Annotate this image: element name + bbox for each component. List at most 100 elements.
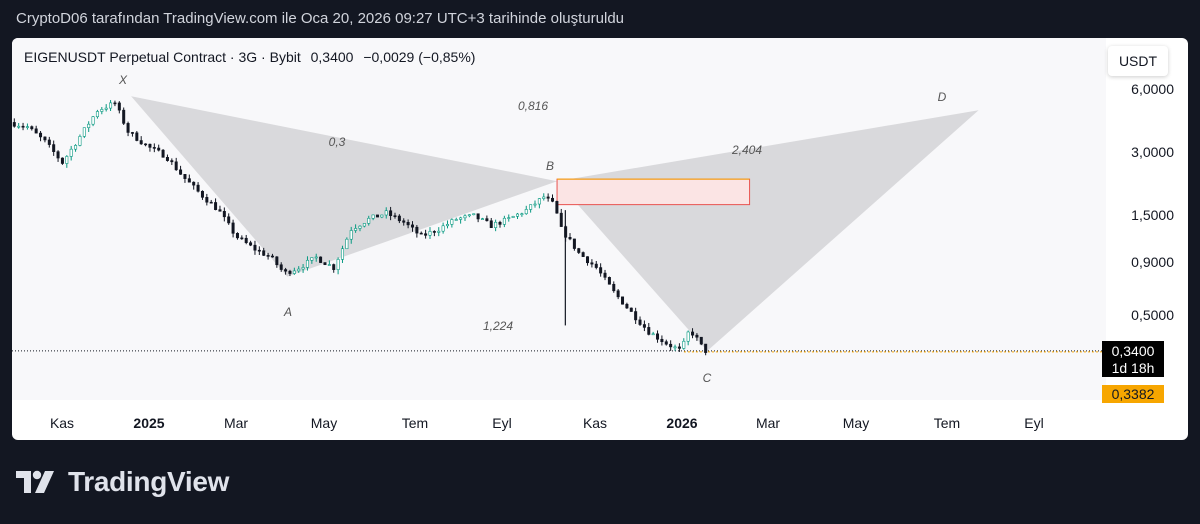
candle-up [69, 148, 73, 157]
y-tick-0-9: 0,9000 [1131, 254, 1174, 270]
candle-up [340, 248, 344, 260]
candle-up [367, 217, 371, 224]
last-price-badge: 0,3400 1d 18h [1102, 341, 1164, 377]
candle-down [415, 226, 419, 234]
candle-down [157, 147, 161, 151]
candle-up [502, 217, 506, 225]
candle-down [266, 255, 270, 257]
candle-down [60, 157, 64, 164]
candle-down [406, 221, 410, 226]
x-tick-mar-2026: Mar [755, 415, 781, 431]
candle-up [17, 125, 21, 128]
candle-down [621, 296, 625, 305]
candle-down [612, 283, 616, 292]
candle-down [139, 140, 143, 145]
candle-up [354, 228, 358, 231]
candle-up [25, 126, 29, 128]
symbol-legend: EIGENUSDT Perpetual Contract · 3G · Bybi… [24, 49, 475, 65]
candle-up [384, 210, 388, 216]
candle-down [551, 197, 555, 202]
candle-down [227, 216, 231, 224]
candle-down [695, 334, 699, 338]
candle-up [82, 127, 86, 137]
candle-down [419, 232, 423, 235]
candle-up [463, 215, 467, 219]
chart-panel: EIGENUSDT Perpetual Contract · 3G · Bybi… [12, 38, 1188, 440]
candle-down [402, 220, 406, 223]
candle-down [249, 242, 253, 246]
snapshot-caption: CryptoD06 tarafından TradingView.com ile… [16, 10, 624, 27]
candle-down [660, 338, 664, 343]
pattern-triangle-xab [131, 96, 558, 277]
candle-down [424, 233, 428, 236]
candle-down [270, 255, 274, 258]
candle-down [170, 160, 174, 163]
snapshot-caption-bar: CryptoD06 tarafından TradingView.com ile… [0, 0, 1200, 38]
candle-down [323, 262, 327, 266]
candle-down [590, 262, 594, 265]
candle-up [516, 213, 520, 217]
candle-up [472, 213, 476, 216]
candle-down [476, 213, 480, 220]
y-tick-1-5: 1,5000 [1131, 207, 1174, 223]
candle-down [489, 220, 493, 228]
candle-down [599, 267, 603, 274]
candle-up [520, 213, 524, 216]
ratio-label-xab: 0,3 [328, 135, 346, 149]
candle-down [231, 222, 235, 234]
candle-up [428, 231, 432, 236]
candle-down [122, 109, 126, 124]
pattern-point-b-label: B [545, 159, 555, 173]
candle-up [682, 340, 686, 349]
candle-down [691, 331, 695, 336]
candle-up [345, 238, 349, 250]
price-chart-svg[interactable] [12, 38, 1106, 400]
candle-down [113, 102, 117, 105]
candle-down [52, 144, 56, 152]
x-tick-kas-2024: Kas [49, 415, 75, 431]
candle-down [572, 238, 576, 249]
symbol-change: −0,0029 (−0,85%) [363, 49, 476, 65]
candle-up [441, 225, 445, 232]
candle-up [380, 214, 384, 218]
candle-up [511, 216, 515, 218]
x-tick-may-2025: May [310, 415, 338, 431]
candle-down [432, 231, 436, 233]
brand-name: TradingView [68, 466, 230, 497]
currency-unit-button[interactable]: USDT [1108, 46, 1168, 76]
candle-down [586, 256, 590, 264]
pattern-triangle-bcd [557, 110, 979, 351]
x-tick-mar-2025: Mar [223, 415, 249, 431]
candle-up [673, 346, 677, 349]
candle-up [100, 109, 104, 112]
plot-area[interactable]: EIGENUSDT Perpetual Contract · 3G · Bybi… [12, 38, 1106, 400]
candle-up [74, 145, 78, 150]
candle-up [104, 107, 108, 110]
candle-down [393, 215, 397, 217]
candle-down [332, 264, 336, 270]
candle-up [305, 260, 309, 268]
candle-down [205, 197, 209, 203]
reference-price-badge: 0,3382 [1102, 385, 1164, 403]
candle-down [319, 256, 323, 263]
candle-down [279, 264, 283, 270]
candle-down [634, 311, 638, 321]
candle-down [187, 178, 191, 183]
candle-down [559, 212, 563, 227]
candle-up [529, 204, 533, 210]
candle-down [214, 202, 218, 210]
bar-countdown: 1d 18h [1111, 360, 1155, 376]
candle-down [183, 174, 187, 179]
candle-down [12, 122, 16, 127]
candle-up [78, 136, 82, 146]
candle-down [21, 125, 25, 128]
candle-down [577, 248, 581, 253]
x-tick-eyl-2026: Eyl [1024, 415, 1044, 431]
candle-up [314, 256, 318, 259]
candle-down [625, 303, 629, 309]
candle-down [389, 210, 393, 216]
candle-down [375, 214, 379, 218]
y-tick-6: 6,0000 [1131, 81, 1174, 97]
candle-down [656, 333, 660, 340]
ratio-label-bcd: 2,404 [731, 143, 763, 157]
